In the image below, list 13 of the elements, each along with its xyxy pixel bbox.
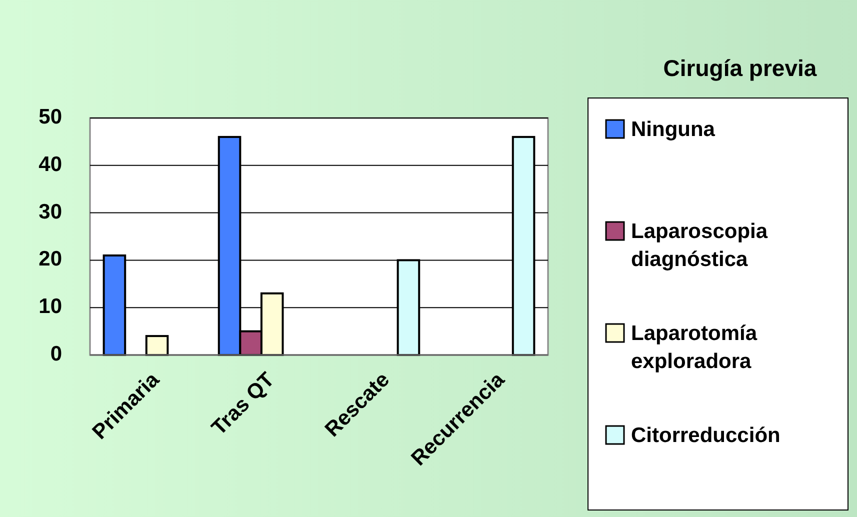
y-tick-label: 20 — [38, 248, 62, 271]
y-tick-label: 50 — [38, 106, 62, 129]
y-tick-label: 10 — [38, 295, 62, 318]
bar — [145, 335, 169, 356]
legend-label: Laparoscopia diagnóstica — [631, 220, 768, 271]
legend-label: Citorreducción — [631, 424, 780, 447]
legend-label: Ninguna — [631, 118, 716, 141]
y-tick-label: 40 — [38, 152, 62, 176]
legend-label: Laparotomía exploradora — [631, 322, 758, 373]
legend-title: Cirugía previa — [663, 55, 817, 82]
y-tick-label: 0 — [50, 342, 62, 366]
y-tick-label: 30 — [38, 200, 62, 224]
x-tick-label: Tras QT — [207, 368, 280, 440]
